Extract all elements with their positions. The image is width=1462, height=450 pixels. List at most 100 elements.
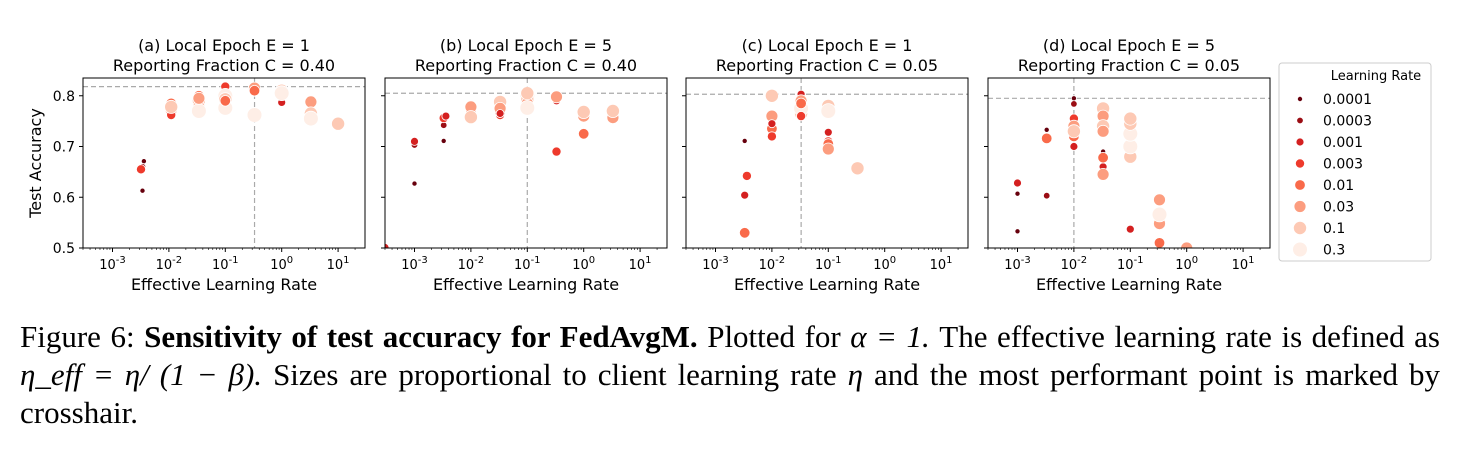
legend-marker [1293,200,1307,213]
data-point [164,99,179,114]
data-point [248,84,261,97]
data-point [741,137,748,144]
x-tick-label: 10-3 [401,255,428,273]
subplot-title: Reporting Fraction C = 0.05 [1018,56,1240,75]
subplot-title: Reporting Fraction C = 0.40 [113,56,335,75]
legend-marker [1295,137,1305,147]
data-point [1096,124,1110,138]
data-point [135,164,146,175]
caption-equation-alpha: α = 1. [850,319,930,354]
data-point [550,90,563,104]
x-axis-label: Effective Learning Rate [1036,275,1222,294]
caption-text-2: The effective learning rate is defined a… [939,319,1440,354]
data-point [1069,142,1079,151]
data-point [411,180,418,187]
subplot-title: (a) Local Epoch E = 1 [138,36,310,55]
data-point [1013,178,1022,188]
caption-bold-title: Sensitivity of test accuracy for FedAvgM… [144,319,698,354]
y-tick-label: 0.8 [53,89,75,105]
legend-label: 0.001 [1323,135,1363,151]
x-tick-label: 10-3 [99,255,126,273]
x-tick-label: 101 [930,255,953,273]
data-point [140,158,147,165]
y-axis-label: Test Accuracy [26,108,45,219]
y-tick-label: 0.7 [53,140,75,156]
x-axis-label: Effective Learning Rate [433,275,619,294]
data-point [767,119,777,129]
x-tick-label: 101 [629,255,652,273]
x-tick-label: 10-3 [1004,255,1031,273]
data-point [823,127,833,137]
legend-marker [1294,179,1306,191]
legend-frame [1278,62,1432,262]
data-point [1014,228,1021,235]
x-tick-label: 10-1 [514,255,541,273]
x-tick-label: 100 [270,255,293,273]
data-point [1125,224,1135,234]
data-points [385,86,620,248]
x-axis-label: Effective Learning Rate [131,275,317,294]
data-point [1123,111,1138,126]
data-point [246,107,263,123]
data-point [219,95,232,107]
caption-label: Figure 6: [20,319,135,354]
data-point [331,116,346,131]
data-point [739,227,751,239]
x-tick-label: 10-2 [1061,255,1088,273]
data-point [1153,193,1166,207]
x-tick-label: 10-2 [458,255,485,273]
x-tick-label: 10-1 [815,255,842,273]
data-point [1043,126,1050,133]
legend-marker [1292,241,1308,258]
legend-label: 0.003 [1323,157,1363,173]
data-point [519,100,536,116]
data-point [605,104,620,119]
data-point [1070,95,1077,102]
data-point [304,95,318,109]
data-point [551,146,562,157]
caption-equation-eff: η_eff = η/ (1 − β). [20,357,263,392]
data-point [766,131,777,142]
legend-marker [1293,220,1308,235]
data-point [303,110,319,127]
data-point [1097,151,1109,164]
subplot-title: Reporting Fraction C = 0.40 [415,56,637,75]
data-point [495,109,505,118]
caption-text-3: Sizes are proportional to client learnin… [273,357,837,392]
x-tick-label: 100 [873,255,896,273]
x-tick-label: 101 [327,255,350,273]
data-point [1096,167,1110,181]
x-tick-label: 10-3 [702,255,729,273]
x-tick-label: 101 [1232,255,1255,273]
legend-title: Learning Rate [1331,69,1421,84]
data-point [520,86,535,101]
plot-frame [987,77,1271,249]
data-point [795,97,807,110]
data-point [1151,206,1168,223]
data-point [1153,237,1166,248]
data-point [139,187,146,194]
caption-eta: η [847,357,864,392]
data-point [1042,191,1051,200]
legend-marker [1296,116,1304,125]
x-tick-label: 10-1 [212,255,239,273]
data-point [796,111,807,122]
subplot-title: (d) Local Epoch E = 5 [1043,36,1215,55]
data-point [740,190,750,200]
data-points [135,81,346,194]
data-point [820,103,837,119]
y-tick-label: 0.6 [53,190,75,206]
x-tick-label: 10-2 [156,255,183,273]
legend: Learning Rate 0.0001 0.0003 0.001 0.003 0.01 0… [1278,62,1432,262]
data-point [1070,100,1078,108]
subplot-title: (c) Local Epoch E = 1 [742,36,913,55]
data-point [821,142,835,156]
data-point [1014,190,1021,197]
legend-label: 0.0001 [1323,92,1372,108]
x-axis-label: Effective Learning Rate [734,275,920,294]
legend-label: 0.1 [1323,221,1345,237]
